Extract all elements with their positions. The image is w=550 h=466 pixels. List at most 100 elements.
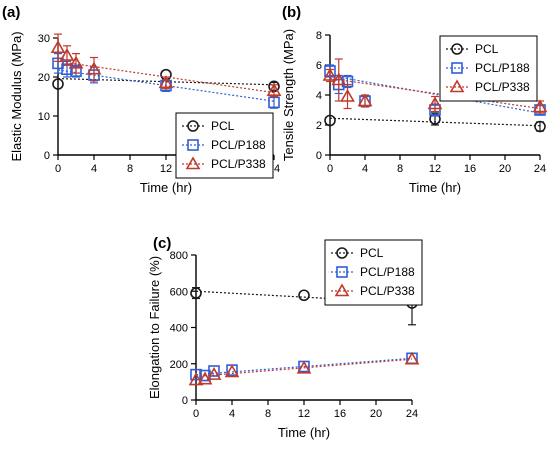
legend-label: PCL/P338 — [360, 284, 415, 298]
y-tick-label: 0 — [44, 150, 50, 162]
data-point — [298, 289, 310, 302]
x-tick-label: 4 — [362, 163, 368, 175]
x-tick-label: 12 — [160, 163, 172, 175]
y-tick-label: 0 — [182, 395, 188, 407]
legend-label: PCL/P188 — [211, 138, 266, 152]
legend-label: PCL — [475, 42, 499, 56]
data-point — [534, 120, 546, 133]
legend-marker — [334, 283, 350, 297]
series-pcl-p338 — [188, 351, 420, 386]
data-point — [188, 372, 204, 386]
x-tick-label: 16 — [464, 163, 476, 175]
x-tick-label: 20 — [370, 408, 382, 420]
y-tick-label: 4 — [316, 90, 322, 102]
legend: PCL PCL/P188 PCL/P338 — [175, 112, 274, 179]
panel-label: (c) — [153, 235, 171, 252]
data-point — [357, 93, 373, 107]
series-pcl-p338 — [50, 33, 282, 98]
x-tick-label: 20 — [499, 163, 511, 175]
data-point — [190, 368, 202, 381]
panel-label: (a) — [2, 4, 20, 21]
x-tick-label: 0 — [193, 408, 199, 420]
y-tick-label: 2 — [316, 120, 322, 132]
legend-marker — [336, 266, 348, 278]
data-point — [331, 72, 347, 86]
data-point — [322, 67, 338, 81]
legend: PCL PCL/P188 PCL/P338 — [324, 239, 423, 306]
legend-marker — [187, 120, 199, 132]
y-axis-title: Elastic Modulus (MPa) — [9, 31, 24, 161]
x-tick-label: 12 — [298, 408, 310, 420]
legend-marker — [449, 79, 465, 93]
legend-label: PCL — [211, 119, 235, 133]
y-axis-title: Tensile Strength (MPa) — [281, 29, 296, 161]
series-pcl-p338 — [322, 58, 548, 114]
data-point — [50, 40, 66, 54]
legend-marker — [451, 62, 463, 74]
x-tick-label: 8 — [397, 163, 403, 175]
x-tick-label: 24 — [406, 408, 418, 420]
data-point — [68, 55, 84, 69]
panel-a: (a)048121620240102030Time (hr)Elastic Mo… — [2, 4, 282, 195]
legend-label: PCL — [360, 246, 384, 260]
panel-c: (c) 0 4 8 12 16 20 24 0 200 400 600 800 Time (hr) Elon… — [147, 235, 423, 440]
data-point — [59, 47, 75, 61]
data-point — [324, 114, 336, 127]
data-point — [52, 78, 64, 90]
data-point — [340, 88, 355, 102]
legend-label: PCL/P338 — [211, 157, 266, 171]
trend-line — [329, 74, 541, 114]
x-tick-label: 16 — [334, 408, 346, 420]
y-tick-label: 10 — [38, 111, 50, 123]
data-point — [190, 287, 202, 299]
data-point — [224, 364, 240, 378]
x-axis-title: Time (hr) — [140, 180, 192, 195]
y-tick-label: 400 — [170, 323, 188, 335]
data-point — [404, 351, 420, 365]
y-tick-label: 800 — [170, 250, 188, 262]
data-point — [158, 75, 174, 89]
legend-marker — [451, 43, 463, 55]
x-tick-label: 24 — [534, 163, 546, 175]
data-point — [427, 96, 443, 110]
x-tick-label: 12 — [429, 163, 441, 175]
data-point — [532, 99, 548, 113]
trend-line — [329, 77, 541, 110]
y-tick-label: 8 — [316, 30, 322, 42]
x-tick-label: 0 — [327, 163, 333, 175]
legend-label: PCL/P188 — [360, 265, 415, 279]
x-axis-title: Time (hr) — [409, 180, 461, 195]
series-pcl-p188 — [190, 352, 418, 382]
data-point — [268, 96, 280, 109]
y-tick-label: 0 — [316, 150, 322, 162]
legend-marker — [187, 139, 199, 151]
legend-box — [439, 35, 538, 102]
y-tick-label: 6 — [316, 60, 322, 72]
y-tick-label: 200 — [170, 359, 188, 371]
data-point — [86, 61, 102, 75]
data-point — [266, 83, 282, 96]
x-tick-label: 4 — [91, 163, 97, 175]
y-tick-label: 600 — [170, 286, 188, 298]
data-point — [208, 365, 220, 377]
panel-label: (b) — [282, 4, 301, 21]
legend-label: PCL/P338 — [475, 80, 530, 94]
trend-line — [195, 357, 413, 376]
x-tick-label: 8 — [265, 408, 271, 420]
legend-box — [175, 112, 274, 179]
data-point — [206, 367, 222, 380]
x-tick-label: 4 — [229, 408, 235, 420]
x-tick-label: 8 — [127, 163, 133, 175]
legend-label: PCL/P188 — [475, 61, 530, 75]
legend: PCL PCL/P188 PCL/P338 — [439, 35, 538, 102]
y-axis-title: Elongation to Failure (%) — [147, 256, 162, 399]
legend-box — [324, 239, 423, 306]
legend-marker — [336, 247, 348, 259]
legend-marker — [185, 156, 201, 170]
data-point — [296, 360, 312, 374]
x-axis-title: Time (hr) — [278, 425, 330, 440]
y-tick-label: 20 — [38, 72, 50, 84]
x-tick-label: 0 — [55, 163, 61, 175]
